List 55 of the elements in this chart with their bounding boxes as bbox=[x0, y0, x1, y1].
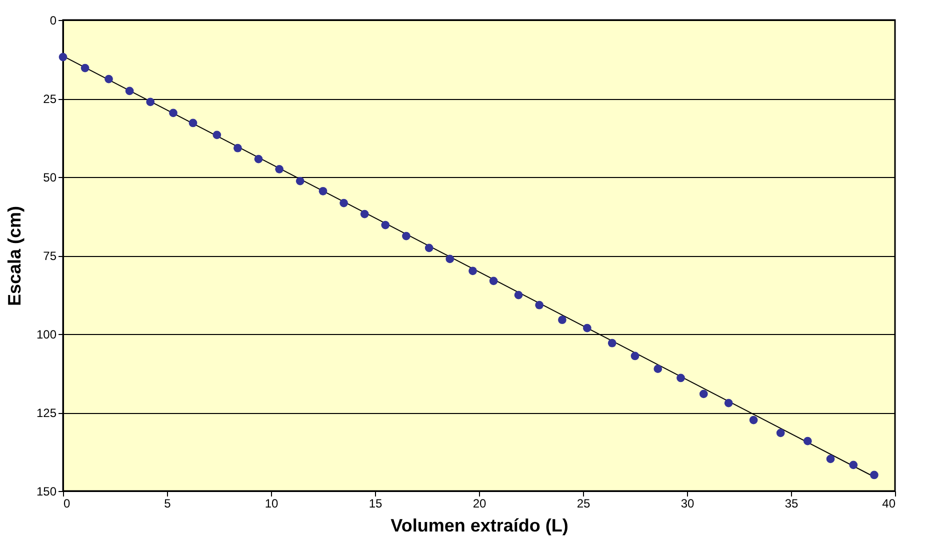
point bbox=[870, 470, 878, 480]
point bbox=[169, 108, 178, 118]
point bbox=[849, 460, 858, 470]
point bbox=[654, 364, 662, 374]
point bbox=[489, 276, 498, 286]
y-tick-label: 100 bbox=[36, 328, 57, 342]
point bbox=[146, 98, 155, 106]
x-tick-label: 5 bbox=[164, 496, 172, 510]
point bbox=[212, 130, 222, 140]
x-tick-label: 30 bbox=[680, 496, 694, 510]
point bbox=[402, 232, 410, 240]
point bbox=[468, 266, 477, 276]
point bbox=[630, 352, 640, 360]
y-tick-label: 125 bbox=[36, 406, 57, 420]
point bbox=[608, 338, 616, 348]
point bbox=[699, 390, 708, 398]
point bbox=[424, 244, 434, 252]
y-tick-label: 150 bbox=[36, 484, 57, 498]
point bbox=[58, 52, 68, 62]
point bbox=[446, 254, 454, 264]
y-axis-title: Escala (cm) bbox=[4, 206, 24, 306]
point bbox=[125, 86, 134, 96]
y-tick-label: 50 bbox=[43, 170, 57, 184]
point bbox=[803, 436, 812, 446]
y-tick-label: 0 bbox=[50, 14, 57, 28]
point bbox=[826, 454, 835, 464]
point bbox=[724, 398, 733, 408]
point bbox=[80, 64, 90, 72]
point bbox=[296, 176, 304, 186]
point bbox=[188, 118, 198, 128]
y-tick-label: 75 bbox=[43, 249, 57, 263]
x-tick-label: 25 bbox=[576, 496, 590, 510]
y-tick-label: 25 bbox=[43, 92, 57, 106]
x-tick-label: 0 bbox=[64, 496, 70, 510]
point bbox=[582, 324, 592, 332]
point bbox=[749, 416, 758, 424]
point bbox=[254, 154, 263, 164]
x-axis-title: Volumen extraído (L) bbox=[390, 516, 568, 536]
point bbox=[381, 220, 390, 230]
point bbox=[776, 428, 785, 438]
point bbox=[234, 144, 242, 152]
point bbox=[340, 198, 348, 208]
x-tick-label: 15 bbox=[368, 496, 382, 510]
point bbox=[514, 290, 523, 300]
point bbox=[360, 210, 369, 218]
point bbox=[104, 74, 113, 84]
point bbox=[558, 316, 566, 324]
x-tick-label: 35 bbox=[784, 496, 798, 510]
point bbox=[275, 164, 284, 174]
point bbox=[676, 374, 685, 382]
x-tick-label: 20 bbox=[472, 496, 486, 510]
point bbox=[535, 300, 544, 310]
point bbox=[318, 186, 328, 196]
x-tick-label: 40 bbox=[882, 496, 896, 510]
x-tick-label: 10 bbox=[264, 496, 278, 510]
